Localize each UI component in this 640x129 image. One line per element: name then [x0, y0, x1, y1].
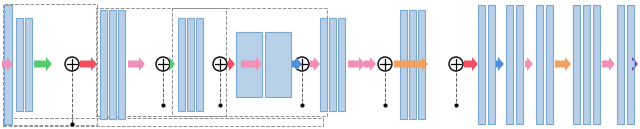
Polygon shape — [632, 57, 638, 71]
Bar — [593, 5, 600, 124]
Bar — [400, 10, 407, 119]
Bar — [536, 5, 543, 124]
Circle shape — [156, 57, 170, 71]
Bar — [172, 8, 327, 116]
Polygon shape — [348, 57, 365, 71]
Polygon shape — [128, 57, 145, 71]
Bar — [516, 5, 523, 124]
Bar — [109, 10, 116, 119]
Polygon shape — [169, 57, 175, 71]
Bar — [178, 18, 185, 111]
Polygon shape — [310, 57, 320, 71]
Bar — [187, 18, 194, 111]
Bar — [196, 18, 203, 111]
Polygon shape — [364, 57, 376, 71]
Polygon shape — [292, 57, 302, 71]
Bar — [3, 118, 323, 126]
Bar — [409, 10, 416, 119]
Polygon shape — [464, 57, 478, 71]
Bar — [546, 5, 553, 124]
Bar — [338, 18, 345, 111]
Polygon shape — [394, 57, 428, 71]
Bar — [265, 32, 291, 97]
Bar — [329, 18, 336, 111]
Polygon shape — [602, 57, 615, 71]
Circle shape — [449, 57, 463, 71]
Bar — [16, 18, 23, 111]
Bar — [488, 5, 495, 124]
Circle shape — [213, 57, 227, 71]
Bar — [583, 5, 590, 124]
Polygon shape — [34, 57, 52, 71]
Bar — [478, 5, 485, 124]
Polygon shape — [241, 57, 262, 71]
Bar — [118, 10, 125, 119]
Bar — [3, 4, 97, 125]
Polygon shape — [525, 57, 533, 71]
Polygon shape — [2, 57, 13, 71]
Circle shape — [378, 57, 392, 71]
Circle shape — [295, 57, 309, 71]
Circle shape — [65, 57, 79, 71]
Polygon shape — [555, 57, 571, 71]
Bar — [418, 10, 425, 119]
Polygon shape — [496, 57, 504, 71]
Bar — [573, 5, 580, 124]
Bar — [236, 32, 262, 97]
Bar — [320, 18, 327, 111]
Polygon shape — [228, 57, 235, 71]
Polygon shape — [80, 57, 97, 71]
Bar — [627, 5, 634, 124]
Bar — [617, 5, 624, 124]
Bar — [4, 5, 12, 124]
Bar — [506, 5, 513, 124]
Bar — [96, 8, 226, 116]
Bar — [100, 10, 107, 119]
Bar — [25, 18, 32, 111]
